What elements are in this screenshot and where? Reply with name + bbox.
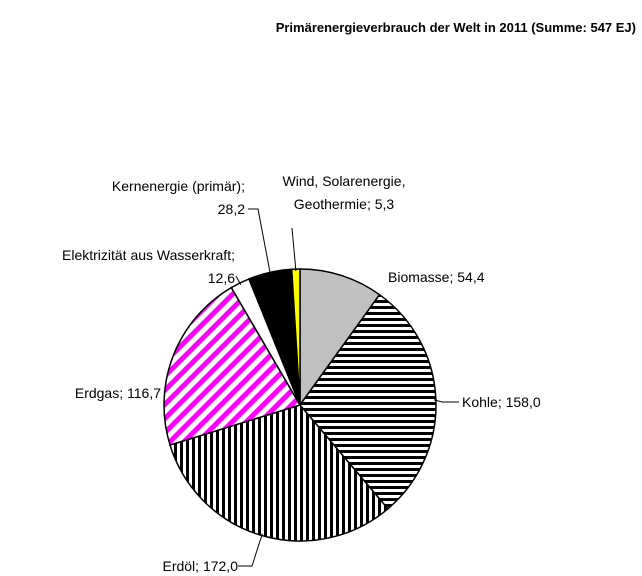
slice-label: Kohle; 158,0 [462,391,622,414]
slice-label: Wind, Solarenergie, Geothermie; 5,3 [280,170,408,216]
leader-line [235,275,242,285]
leader-line [291,227,297,272]
pie-slice [163,286,302,446]
slice-label: Kernenergie (primär); 28,2 [85,175,245,221]
value-label: 158,0 [505,394,541,410]
value-label: 5,3 [374,196,395,212]
leader-line [433,399,459,403]
separator: ; [241,178,249,194]
separator: ; [231,247,239,263]
category: Wind, Solarenergie, Geothermie [282,173,410,212]
slice-label: Elektrizität aus Wasserkraft; 12,6 [40,244,235,290]
value-label: 12,6 [207,270,235,286]
category: Erdöl [162,558,196,574]
value-label: 172,0 [202,558,238,574]
chart-title: Primärenergieverbrauch der Welt in 2011 … [275,20,636,35]
value-label: 54,4 [457,269,485,285]
category: Elektrizität aus Wasserkraft [62,247,232,263]
separator: ; [195,558,203,574]
separator: ; [119,385,127,401]
value-label: 28,2 [217,201,245,217]
value-label: 116,7 [127,385,161,401]
slice-label: Erdgas; 116,7 [0,382,161,405]
category: Erdgas [74,385,120,401]
slice-label: Erdöl; 172,0 [110,555,238,576]
pie-slice [299,268,381,408]
category: Kohle [462,394,498,410]
leader-line [238,533,263,567]
category: Biomasse [388,269,450,285]
separator: ; [366,196,375,212]
slice-label: Biomasse; 54,4 [388,266,548,289]
category: Kernenergie (primär) [111,178,242,194]
pie-slice [299,293,437,510]
separator: ; [449,269,458,285]
separator: ; [497,394,506,410]
leader-line [248,208,271,275]
